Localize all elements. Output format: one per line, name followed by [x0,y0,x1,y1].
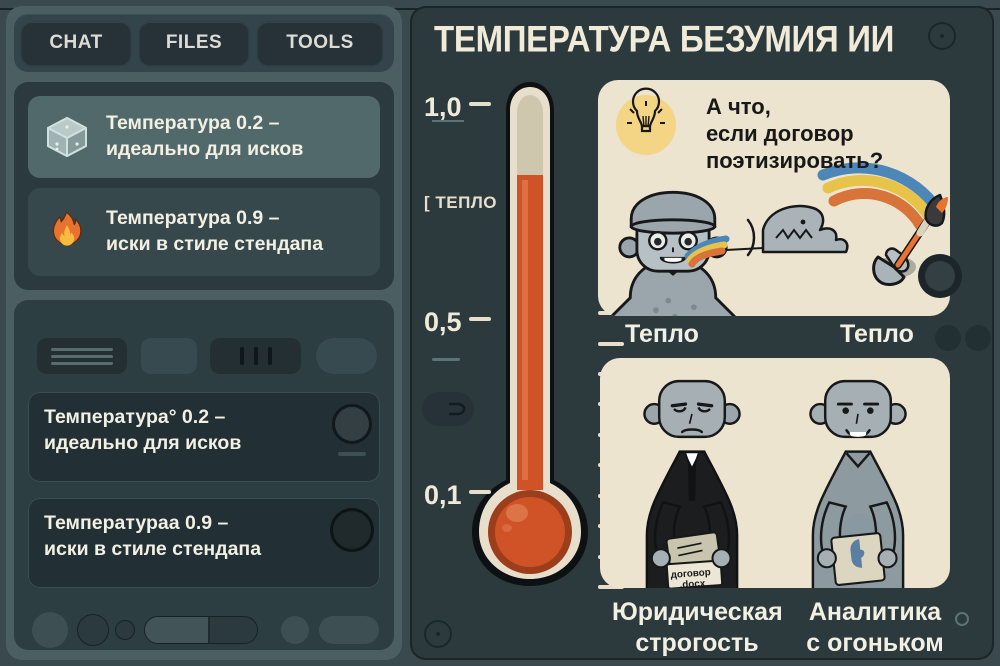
svg-text:А что,: А что, [706,94,771,119]
svg-text:поэтизировать?: поэтизировать? [706,148,883,173]
svg-text:.docx: .docx [679,578,706,588]
svg-text:если договор: если договор [706,121,854,146]
